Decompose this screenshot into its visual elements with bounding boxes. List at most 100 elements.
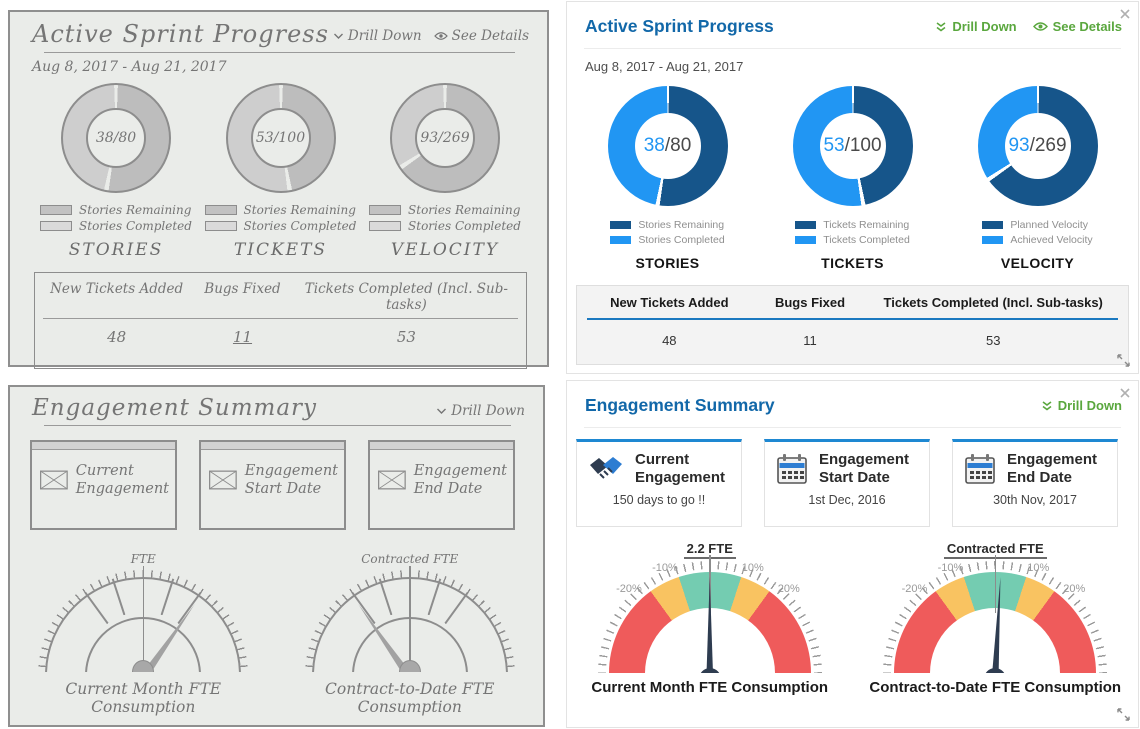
gauge-tick-label: -20% xyxy=(616,583,642,595)
sketch-engagement-title: Engagement Summary xyxy=(32,395,318,421)
sketch-velocity-donut: 93/269 xyxy=(390,83,500,193)
divider xyxy=(584,427,1121,428)
sketch-card-end-date: Engagement End Date xyxy=(368,440,515,530)
gauge-tick-label: -10% xyxy=(937,562,964,574)
sketch-card-start-date: Engagement Start Date xyxy=(199,440,346,530)
image-placeholder-icon xyxy=(40,470,68,490)
sketch-legend: Stories Remaining Stories Completed xyxy=(40,201,192,233)
sketch-sprint-title: Active Sprint Progress xyxy=(32,20,329,48)
current-month-fte-gauge: 2.2 FTE -20% -10% 10% 20% Current Month … xyxy=(579,541,841,699)
divider xyxy=(44,425,511,426)
resize-handle[interactable] xyxy=(1116,707,1131,722)
card-value: 150 days to go !! xyxy=(612,492,706,507)
legend-swatch-light xyxy=(795,236,817,244)
gauge-tick-label: -10% xyxy=(652,562,678,574)
sketch-legend: Stories Remaining Stories Completed xyxy=(204,201,356,233)
gauge-value-label: Contracted FTE xyxy=(864,541,1126,559)
sketch-donut-label: TICKETS xyxy=(233,240,328,260)
velocity-legend: Planned Velocity Achieved Velocity xyxy=(982,216,1093,246)
drill-down-link[interactable]: Drill Down xyxy=(935,19,1017,34)
legend-swatch-light xyxy=(982,236,1004,244)
drill-down-link[interactable]: Drill Down xyxy=(1041,398,1122,413)
gauge-arc xyxy=(593,561,827,673)
legend-swatch-dark xyxy=(40,205,73,215)
close-button[interactable] xyxy=(1118,386,1132,400)
sketch-engagement-header: Engagement Summary Drill Down xyxy=(10,387,543,426)
table-value-row: 48 11 53 xyxy=(587,333,1118,348)
sketch-legend: Stories Remaining Stories Completed xyxy=(369,201,521,233)
resize-icon xyxy=(1117,708,1130,721)
card-value: 1st Dec, 2016 xyxy=(808,492,886,507)
sketch-tickets-donut: 53/100 xyxy=(225,83,336,193)
sketch-donut-label: STORIES xyxy=(68,240,164,260)
velocity-donut-chart[interactable]: 93/269 xyxy=(977,86,1098,206)
card-title: Engagement End Date xyxy=(1007,451,1098,487)
sketch-card-row: Current Engagement Engagement Start Date xyxy=(10,426,543,530)
current-engagement-card: Current Engagement 150 days to go !! xyxy=(576,439,742,527)
calendar-icon xyxy=(777,454,807,485)
col-header: New Tickets Added xyxy=(610,295,729,310)
image-placeholder-icon xyxy=(378,470,406,490)
engagement-end-date-card: Engagement End Date 30th Nov, 2017 xyxy=(952,439,1118,527)
sprint-panel-header: Active Sprint Progress Drill Down See De… xyxy=(567,2,1138,37)
sketch-drill-down: Drill Down xyxy=(333,28,422,44)
table-header-row: New Tickets Added Bugs Fixed Tickets Com… xyxy=(587,295,1118,310)
velocity-donut-value: 93/269 xyxy=(1004,113,1071,179)
close-icon xyxy=(1120,388,1130,398)
engagement-summary-panel: Engagement Summary Drill Down Current En… xyxy=(566,380,1139,728)
cell-value: 11 xyxy=(803,333,817,348)
sketch-card-label: Engagement Start Date xyxy=(244,463,338,498)
gauge-tick-label: 10% xyxy=(1027,562,1050,574)
tickets-donut-chart[interactable]: 53/100 xyxy=(792,86,913,206)
engagement-start-date-card: Engagement Start Date 1st Dec, 2016 xyxy=(764,439,930,527)
legend-swatch-light xyxy=(369,221,402,231)
legend-swatch-dark xyxy=(982,221,1004,229)
gauge-tick-label: 20% xyxy=(777,583,800,595)
gauge-tick-label: 10% xyxy=(741,562,764,574)
tickets-donut-value: 53/100 xyxy=(819,113,886,179)
donut-label: TICKETS xyxy=(821,255,884,271)
velocity-column: 93/269 Planned Velocity Achieved Velocit… xyxy=(949,86,1127,271)
cell-value: 53 xyxy=(985,333,1001,348)
sketch-gauge-caption: Current Month FTE Consumption xyxy=(65,680,222,716)
contract-to-date-fte-gauge: Contracted FTE -20% -10% 10% 20% Contrac… xyxy=(864,541,1126,699)
sketch-card-label: Current Engagement xyxy=(75,463,169,498)
card-top-strip xyxy=(201,442,344,450)
panel-title: Engagement Summary xyxy=(585,395,775,415)
stories-column: 38/80 Stories Remaining Stories Complete… xyxy=(579,86,757,271)
gauge-zero-marker xyxy=(409,566,411,672)
sketch-summary-table: New Tickets Added Bugs Fixed Tickets Com… xyxy=(34,272,527,369)
close-button[interactable] xyxy=(1118,7,1132,21)
gauge-needle xyxy=(706,577,714,673)
sprint-progress-panel: Active Sprint Progress Drill Down See De… xyxy=(566,1,1139,374)
donut-label: VELOCITY xyxy=(1000,255,1075,271)
sketch-contract-to-date-gauge: Contracted FTE Contract-to-Date FTE Cons… xyxy=(291,552,529,716)
card-title: Engagement Start Date xyxy=(819,451,910,487)
sketch-see-details: See Details xyxy=(433,28,529,44)
sketch-donut-row: 38/80 Stories Remaining Stories Complete… xyxy=(10,83,547,260)
legend-swatch-light xyxy=(40,221,73,231)
see-details-link[interactable]: See Details xyxy=(1032,19,1122,34)
gauge-tick-label: -20% xyxy=(901,583,928,595)
resize-handle[interactable] xyxy=(1116,353,1131,368)
sketch-gauge-row: FTE Current Month FTE Consumption Contra… xyxy=(10,552,543,716)
sketch-engagement-links: Drill Down xyxy=(436,403,525,419)
stories-legend: Stories Remaining Stories Completed xyxy=(610,216,725,246)
sketch-velocity-column: 93/269 Stories Remaining Stories Complet… xyxy=(369,83,521,260)
sketch-stories-value: 38/80 xyxy=(86,108,146,168)
col-header: Bugs Fixed xyxy=(774,295,846,310)
chevron-down-icon xyxy=(333,33,343,39)
legend-swatch-light xyxy=(204,221,237,231)
sketch-gauge-caption: Contract-to-Date FTE Consumption xyxy=(325,680,495,716)
legend-swatch-dark xyxy=(795,221,817,229)
sketch-table-header-row: New Tickets Added Bugs Fixed Tickets Com… xyxy=(43,281,518,319)
sketch-velocity-value: 93/269 xyxy=(415,108,475,168)
sketch-donut-label: VELOCITY xyxy=(390,240,500,260)
card-value: 30th Nov, 2017 xyxy=(993,492,1077,507)
calendar-icon xyxy=(965,454,995,485)
gauge-value-label: 2.2 FTE xyxy=(579,541,841,559)
divider xyxy=(584,48,1121,49)
stories-donut-chart[interactable]: 38/80 xyxy=(607,86,728,206)
gauge-caption: Current Month FTE Consumption xyxy=(591,679,829,696)
eye-icon xyxy=(1032,22,1048,31)
